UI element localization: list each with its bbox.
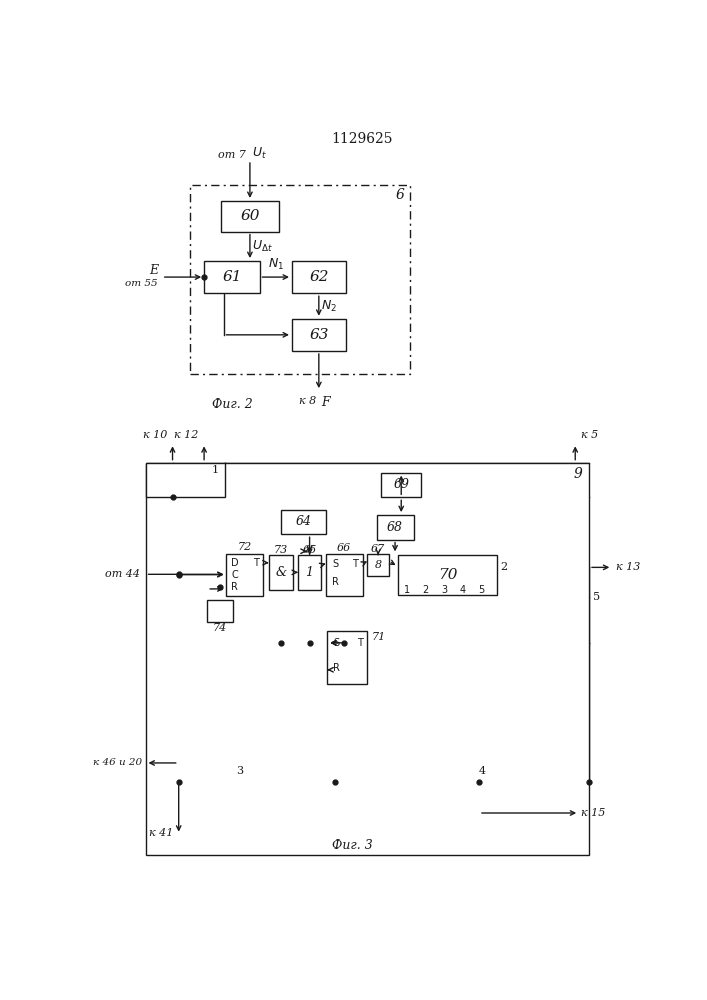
Text: &: & bbox=[276, 566, 286, 579]
Text: 3: 3 bbox=[236, 766, 244, 776]
Text: $U_t$: $U_t$ bbox=[252, 146, 267, 161]
Bar bbox=[190, 185, 409, 374]
Bar bbox=[327, 631, 368, 684]
Text: T: T bbox=[352, 559, 358, 569]
Bar bbox=[368, 554, 389, 576]
Text: к 12: к 12 bbox=[175, 430, 199, 440]
Bar bbox=[292, 261, 346, 293]
Text: к 15: к 15 bbox=[581, 808, 606, 818]
Text: 63: 63 bbox=[309, 328, 329, 342]
Text: 1: 1 bbox=[404, 585, 411, 595]
Text: к 8: к 8 bbox=[299, 396, 317, 406]
Text: 60: 60 bbox=[240, 209, 259, 223]
Bar bbox=[221, 201, 279, 232]
Text: $N_2$: $N_2$ bbox=[321, 298, 337, 314]
Text: 61: 61 bbox=[222, 270, 242, 284]
Text: 67: 67 bbox=[371, 544, 385, 554]
Text: 71: 71 bbox=[371, 632, 385, 642]
Text: $N_1$: $N_1$ bbox=[268, 257, 284, 272]
Bar bbox=[292, 319, 346, 351]
Text: от 44: от 44 bbox=[105, 569, 140, 579]
Text: R: R bbox=[231, 582, 238, 592]
Text: 74: 74 bbox=[213, 623, 227, 633]
Text: 73: 73 bbox=[274, 545, 288, 555]
Bar bbox=[298, 555, 321, 590]
Text: к 5: к 5 bbox=[581, 430, 599, 440]
Bar bbox=[377, 515, 414, 540]
Text: 5: 5 bbox=[478, 585, 484, 595]
Text: S: S bbox=[334, 638, 339, 648]
Text: $U_{\Delta t}$: $U_{\Delta t}$ bbox=[252, 239, 273, 254]
Text: к 10: к 10 bbox=[143, 430, 167, 440]
Text: D: D bbox=[231, 558, 239, 568]
Bar bbox=[226, 554, 264, 596]
Text: S: S bbox=[332, 559, 338, 569]
Text: R: R bbox=[333, 663, 340, 673]
Text: от 55: от 55 bbox=[125, 279, 158, 288]
Text: 62: 62 bbox=[309, 270, 329, 284]
Text: 4: 4 bbox=[479, 766, 486, 776]
Text: T: T bbox=[357, 638, 363, 648]
Text: 6: 6 bbox=[396, 188, 405, 202]
Bar bbox=[269, 555, 293, 590]
Bar bbox=[326, 554, 363, 596]
Text: 65: 65 bbox=[303, 545, 317, 555]
Text: к 46 и 20: к 46 и 20 bbox=[93, 758, 143, 767]
Text: 4: 4 bbox=[460, 585, 466, 595]
Text: 66: 66 bbox=[337, 543, 351, 553]
Bar bbox=[146, 463, 589, 855]
Text: Фиг. 3: Фиг. 3 bbox=[332, 839, 373, 852]
Bar bbox=[381, 473, 421, 497]
Text: 72: 72 bbox=[238, 542, 252, 552]
Text: 1: 1 bbox=[212, 465, 219, 475]
Text: 1129625: 1129625 bbox=[331, 132, 392, 146]
Text: 3: 3 bbox=[441, 585, 448, 595]
Text: к 13: к 13 bbox=[616, 562, 641, 572]
Text: 68: 68 bbox=[387, 521, 403, 534]
Text: F: F bbox=[321, 396, 329, 409]
Text: R: R bbox=[332, 577, 339, 587]
Text: E: E bbox=[148, 264, 158, 277]
Text: 69: 69 bbox=[393, 478, 409, 491]
Text: 64: 64 bbox=[296, 515, 311, 528]
Bar bbox=[398, 555, 497, 595]
Text: 8: 8 bbox=[375, 560, 382, 570]
Text: 5: 5 bbox=[593, 592, 600, 602]
Bar bbox=[146, 463, 225, 497]
Bar bbox=[207, 600, 233, 622]
Bar bbox=[204, 261, 259, 293]
Text: 70: 70 bbox=[438, 568, 457, 582]
Text: от 7: от 7 bbox=[218, 150, 246, 160]
Text: Фиг. 2: Фиг. 2 bbox=[212, 398, 253, 411]
Text: к 41: к 41 bbox=[149, 828, 173, 838]
Text: 1: 1 bbox=[305, 566, 314, 579]
Text: T: T bbox=[253, 558, 259, 568]
Text: 9: 9 bbox=[573, 467, 582, 481]
Text: 2: 2 bbox=[501, 562, 508, 572]
Bar bbox=[281, 510, 326, 534]
Text: 2: 2 bbox=[423, 585, 429, 595]
Text: C: C bbox=[231, 570, 238, 580]
